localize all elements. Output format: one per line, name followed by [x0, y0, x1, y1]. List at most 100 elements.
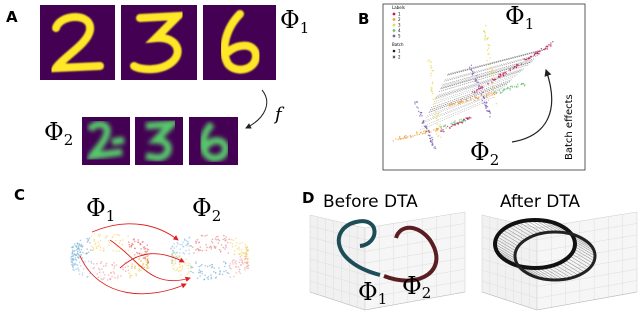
point	[458, 121, 461, 123]
point	[230, 238, 233, 241]
point	[86, 275, 89, 278]
point	[222, 246, 225, 249]
point	[111, 275, 113, 278]
link	[518, 221, 539, 235]
map-label: f	[273, 104, 285, 125]
point	[243, 252, 246, 254]
point	[75, 258, 77, 261]
point	[188, 262, 191, 265]
point	[550, 45, 552, 47]
point	[431, 69, 433, 72]
point	[138, 257, 141, 260]
point	[245, 255, 248, 257]
point	[458, 119, 461, 121]
point	[409, 134, 412, 137]
point	[144, 257, 147, 260]
point	[131, 263, 134, 265]
point	[423, 132, 425, 135]
link	[495, 248, 517, 262]
panel-label: C	[14, 186, 25, 204]
point	[147, 259, 149, 261]
link	[432, 76, 516, 105]
point	[450, 103, 453, 105]
point	[401, 137, 403, 140]
point	[129, 274, 132, 277]
point	[236, 242, 238, 244]
point	[97, 241, 100, 244]
point	[98, 271, 101, 274]
point	[237, 266, 240, 268]
point	[219, 273, 221, 275]
point	[463, 119, 466, 121]
point	[130, 244, 133, 247]
map-arrow	[245, 89, 268, 129]
point	[476, 91, 478, 93]
phi-label: Φ2	[402, 272, 431, 302]
point	[146, 244, 149, 246]
point	[146, 266, 148, 269]
point	[187, 240, 189, 243]
point	[143, 248, 145, 250]
point	[468, 118, 470, 120]
point	[98, 235, 101, 238]
point	[524, 84, 526, 86]
point	[176, 269, 178, 271]
point	[536, 52, 539, 55]
aligned-curves	[493, 218, 597, 282]
point	[548, 44, 550, 46]
legend-marker	[392, 34, 396, 38]
point	[108, 244, 110, 246]
curve-phi1	[336, 219, 381, 277]
point	[241, 241, 244, 244]
point	[223, 237, 226, 240]
point	[464, 120, 467, 122]
point	[520, 83, 523, 85]
point	[483, 30, 485, 33]
point	[430, 72, 432, 74]
point	[199, 275, 201, 277]
link	[574, 243, 596, 257]
point	[238, 268, 241, 271]
point	[495, 91, 497, 94]
point	[416, 132, 418, 134]
point	[430, 139, 432, 142]
point	[246, 246, 249, 249]
point	[107, 274, 110, 276]
point	[124, 250, 127, 252]
point	[420, 131, 422, 133]
point	[213, 245, 215, 248]
point	[442, 129, 444, 131]
point	[89, 249, 92, 251]
link	[574, 246, 595, 259]
point	[99, 239, 102, 242]
point	[195, 242, 197, 244]
point	[93, 240, 95, 242]
point	[487, 43, 489, 46]
point	[191, 266, 194, 269]
point	[467, 100, 469, 102]
point	[86, 237, 88, 240]
point	[146, 248, 149, 250]
point	[74, 256, 77, 259]
point	[206, 277, 209, 279]
phi-label: Φ1	[86, 194, 115, 225]
point	[484, 32, 486, 34]
point	[77, 250, 79, 253]
point	[230, 267, 232, 270]
legend-title: Batch	[392, 42, 404, 47]
point	[116, 233, 119, 236]
point	[187, 267, 190, 270]
point	[107, 239, 110, 242]
point	[234, 266, 237, 268]
link	[572, 251, 594, 264]
point	[210, 276, 213, 279]
point	[446, 125, 449, 128]
point	[82, 251, 84, 254]
point	[97, 245, 99, 248]
grid-line	[364, 257, 466, 276]
point	[474, 95, 476, 98]
curve-phi2	[383, 225, 439, 283]
point	[76, 248, 78, 251]
point	[436, 129, 439, 131]
